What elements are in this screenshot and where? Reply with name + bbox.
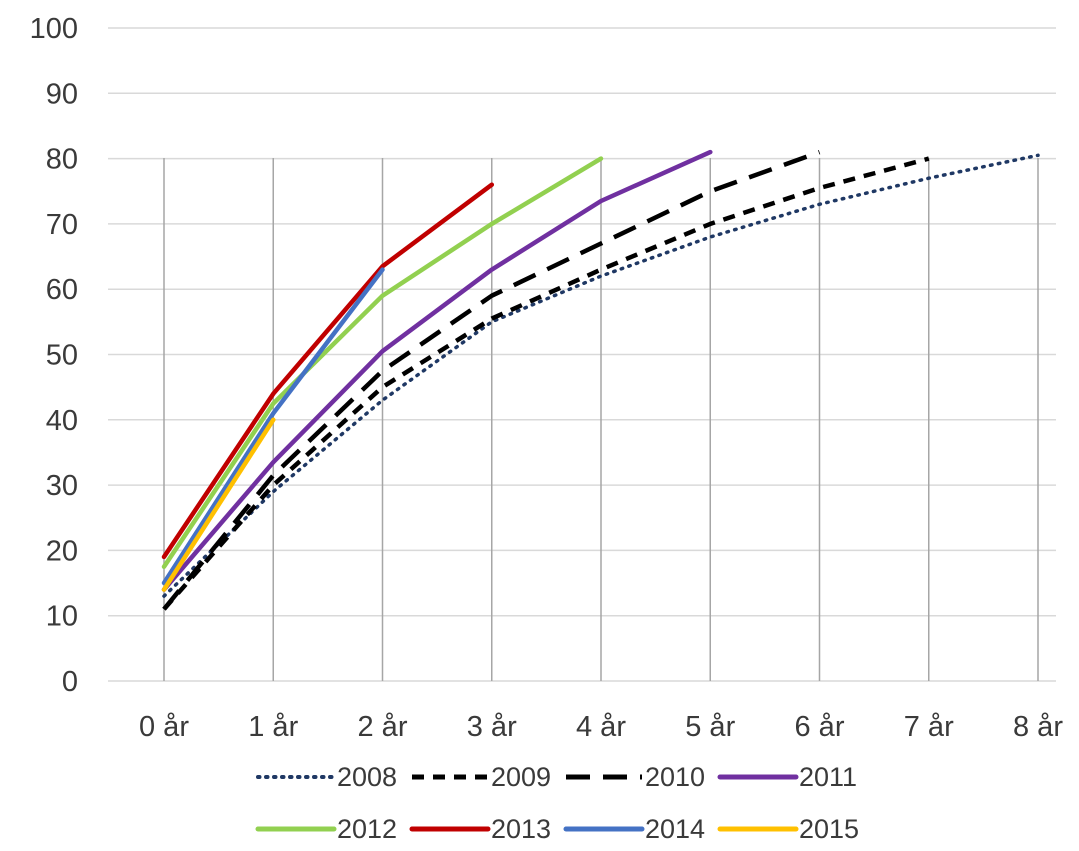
y-tick-label: 70 <box>46 209 78 241</box>
legend-label-2014: 2014 <box>645 814 705 844</box>
x-tick-label: 0 år <box>139 711 189 743</box>
gridlines <box>108 27 1056 682</box>
x-tick-label: 8 år <box>1013 711 1063 743</box>
legend-label-2010: 2010 <box>645 762 705 792</box>
y-tick-label: 20 <box>46 535 78 567</box>
legend: 2008 2009 2010 2011 2012 2013 2014 2015 <box>255 762 859 844</box>
y-axis: 0 10 20 30 40 50 60 70 80 90 100 <box>30 13 78 698</box>
y-tick-label: 40 <box>46 405 78 437</box>
x-tick-label: 4 år <box>576 711 626 743</box>
x-axis: 0 år 1 år 2 år 3 år 4 år 5 år 6 år 7 år 8 år <box>139 711 1063 743</box>
y-tick-label: 0 <box>62 666 78 698</box>
legend-label-2013: 2013 <box>491 814 551 844</box>
series-line-2015 <box>161 417 276 592</box>
x-tick-label: 2 år <box>358 711 408 743</box>
y-tick-label: 60 <box>46 274 78 306</box>
legend-label-2009: 2009 <box>491 762 551 792</box>
series-line-2014 <box>161 267 385 586</box>
y-tick-label: 80 <box>46 144 78 176</box>
series-line-2013 <box>161 182 495 560</box>
series-lines <box>161 149 1040 611</box>
legend-label-2012: 2012 <box>337 814 397 844</box>
series-line-2008 <box>162 153 1040 598</box>
x-tick-label: 7 år <box>904 711 954 743</box>
y-tick-label: 10 <box>46 601 78 633</box>
x-tick-label: 3 år <box>467 711 517 743</box>
x-tick-label: 6 år <box>795 711 845 743</box>
series-line-2010 <box>162 149 821 611</box>
x-tick-label: 1 år <box>248 711 298 743</box>
series-line-2009 <box>162 156 930 611</box>
series-line-2011 <box>161 149 713 592</box>
y-tick-label: 50 <box>46 340 78 372</box>
series-line-2012 <box>161 156 604 569</box>
legend-label-2011: 2011 <box>799 762 857 792</box>
legend-label-2008: 2008 <box>337 762 397 792</box>
legend-label-2015: 2015 <box>799 814 859 844</box>
y-tick-label: 30 <box>46 470 78 502</box>
y-tick-label: 90 <box>46 78 78 110</box>
x-tick-label: 5 år <box>685 711 735 743</box>
y-tick-label: 100 <box>30 13 78 45</box>
